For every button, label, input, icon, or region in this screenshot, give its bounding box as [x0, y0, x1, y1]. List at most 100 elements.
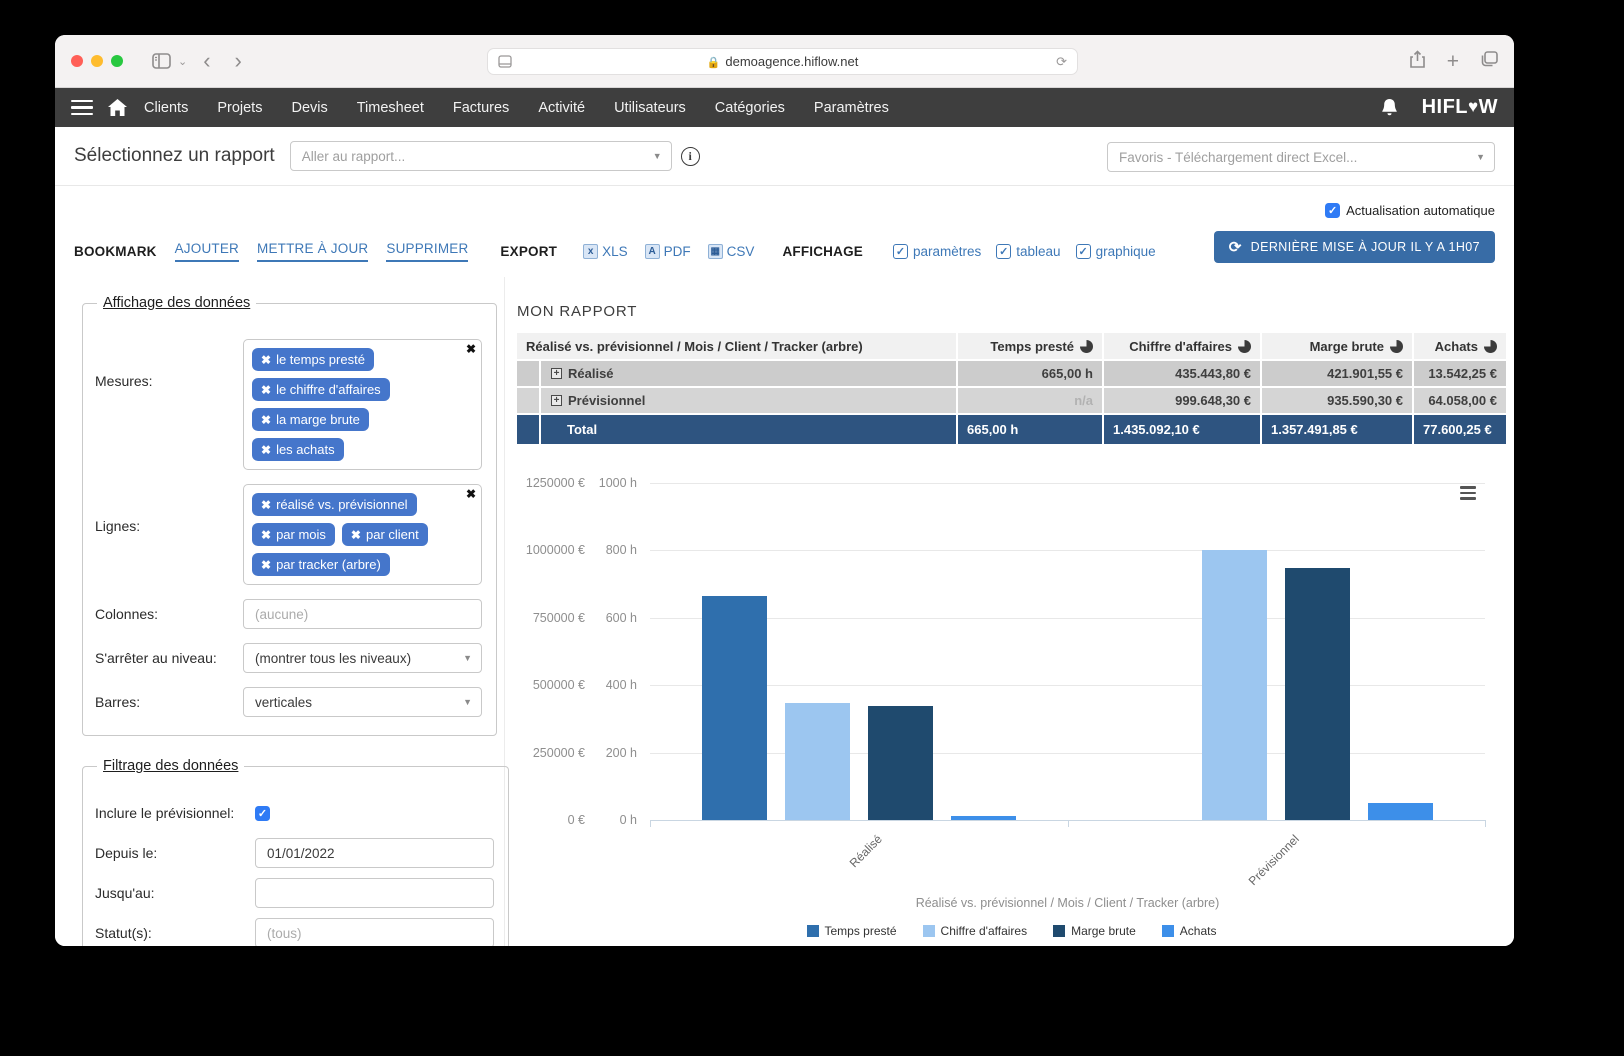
filter-input-depuisle[interactable] — [255, 838, 494, 868]
nav-item-utilisateurs[interactable]: Utilisateurs — [614, 99, 686, 116]
share-icon[interactable] — [1409, 50, 1425, 73]
remove-tag-icon[interactable]: ✖ — [261, 413, 272, 427]
table-column-header[interactable]: Chiffre d'affaires — [1102, 333, 1260, 361]
filter-settings-fieldset: Filtrage des données Inclure le prévisio… — [82, 758, 509, 946]
affichage-option-label: paramètres — [912, 243, 982, 259]
ligne-tag[interactable]: ✖ par tracker (arbre) — [252, 553, 390, 576]
report-select-placeholder: Aller au rapport... — [301, 148, 406, 164]
column-header-label: Chiffre d'affaires — [1129, 338, 1232, 354]
remove-tag-icon[interactable]: ✖ — [261, 383, 272, 397]
favorites-select[interactable]: Favoris - Téléchargement direct Excel...… — [1107, 142, 1495, 172]
clear-all-icon[interactable]: ✖ — [465, 487, 476, 501]
bookmark-action-ajouter[interactable]: AJOUTER — [174, 241, 239, 262]
forward-button[interactable]: › — [234, 48, 242, 73]
nav-item-factures[interactable]: Factures — [452, 99, 510, 116]
x-axis-tick — [650, 820, 651, 827]
tag-label: les achats — [276, 442, 335, 457]
nav-item-clients[interactable]: Clients — [144, 99, 189, 116]
report-select[interactable]: Aller au rapport... ▼ — [289, 141, 672, 171]
tableau-checkbox[interactable]: ✓ — [996, 243, 1012, 259]
legend-item-marge-brute[interactable]: Marge brute — [1053, 924, 1136, 938]
info-icon[interactable]: i — [680, 146, 700, 166]
address-bar[interactable]: 🔒 demoagence.hiflow.net ⟳ — [487, 48, 1078, 75]
remove-tag-icon[interactable]: ✖ — [261, 498, 272, 512]
sidebar-icon[interactable] — [152, 53, 171, 69]
table-column-header[interactable]: Marge brute — [1260, 333, 1412, 361]
mesures-multiselect[interactable]: ✖ ✖ le temps presté ✖ le chiffre d'affaires… — [243, 339, 482, 470]
display-settings-fieldset: Affichage des données Mesures: ✖ ✖ le tem… — [82, 295, 497, 736]
reader-icon[interactable] — [498, 55, 512, 68]
hours-axis-tick: 800 h — [605, 543, 637, 558]
paramètres-checkbox[interactable]: ✓ — [892, 243, 908, 259]
back-button[interactable]: ‹ — [203, 48, 211, 73]
bar-prvisionnel-achats[interactable] — [1368, 802, 1434, 820]
tag-label: par mois — [276, 527, 326, 542]
expand-icon[interactable]: + — [551, 368, 562, 379]
mesure-tag[interactable]: ✖ le temps presté — [252, 348, 374, 371]
close-window-button[interactable] — [71, 55, 83, 67]
reload-icon[interactable]: ⟳ — [1056, 53, 1067, 69]
bar-ralis-achats[interactable] — [950, 816, 1016, 820]
include-previsionnel-checkbox[interactable]: ✓ — [255, 805, 270, 821]
remove-tag-icon[interactable]: ✖ — [261, 558, 272, 572]
bar-prvisionnel-chiffre-d-affaires[interactable] — [1202, 550, 1268, 820]
expand-icon[interactable]: + — [551, 395, 562, 406]
mesure-tag[interactable]: ✖ le chiffre d'affaires — [252, 378, 390, 401]
bar-ralis-marge-brute[interactable] — [867, 706, 933, 820]
bar-ralis-chiffre-d-affaires[interactable] — [784, 702, 850, 820]
ligne-tag[interactable]: ✖ par mois — [252, 523, 335, 546]
filter-input-statuts[interactable] — [255, 918, 494, 946]
lignes-multiselect[interactable]: ✖ ✖ réalisé vs. prévisionnel ✖ par mois ✖ par… — [243, 484, 482, 585]
home-icon[interactable] — [107, 98, 128, 117]
filter-input-jusquau[interactable] — [255, 878, 494, 908]
niveau-select[interactable]: (montrer tous les niveaux) ▼ — [243, 643, 482, 673]
export-pdf-link[interactable]: A PDF — [644, 243, 691, 259]
new-tab-icon[interactable]: + — [1446, 49, 1459, 73]
nav-item-paramtres[interactable]: Paramètres — [813, 99, 889, 116]
auto-refresh-checkbox[interactable]: ✓ — [1325, 203, 1341, 218]
notifications-bell-icon[interactable] — [1381, 98, 1398, 117]
nav-item-projets[interactable]: Projets — [217, 99, 263, 116]
bar-prvisionnel-marge-brute[interactable] — [1285, 567, 1351, 820]
chart-gridline — [650, 550, 1485, 552]
zoom-window-button[interactable] — [111, 55, 123, 67]
bookmark-action-supprimer[interactable]: SUPPRIMER — [386, 241, 469, 262]
menu-icon[interactable] — [71, 99, 93, 116]
chart-gridline — [650, 752, 1485, 754]
tab-overview-icon[interactable] — [1481, 51, 1498, 72]
page-content: Sélectionnez un rapport Aller au rapport… — [55, 127, 1514, 946]
remove-tag-icon[interactable]: ✖ — [261, 528, 272, 542]
chart-menu-icon[interactable] — [1460, 486, 1476, 500]
ligne-tag[interactable]: ✖ réalisé vs. prévisionnel — [252, 493, 417, 516]
barres-select[interactable]: verticales ▼ — [243, 687, 482, 717]
remove-tag-icon[interactable]: ✖ — [350, 528, 361, 542]
export-xls-link[interactable]: x XLS — [583, 243, 628, 259]
remove-tag-icon[interactable]: ✖ — [261, 353, 272, 367]
clear-all-icon[interactable]: ✖ — [465, 342, 476, 356]
nav-item-activit[interactable]: Activité — [538, 99, 586, 116]
remove-tag-icon[interactable]: ✖ — [261, 443, 272, 457]
legend-item-temps-prest-[interactable]: Temps presté — [806, 924, 897, 938]
traffic-lights — [71, 55, 123, 67]
nav-item-timesheet[interactable]: Timesheet — [356, 99, 424, 116]
sidebar-chevron-icon[interactable]: ⌄ — [178, 55, 188, 68]
mesure-tag[interactable]: ✖ les achats — [252, 438, 344, 461]
bookmark-action-mettre---jour[interactable]: METTRE À JOUR — [257, 241, 369, 262]
colonnes-input[interactable] — [243, 599, 482, 629]
graphique-checkbox[interactable]: ✓ — [1075, 243, 1091, 259]
export-csv-link[interactable]: ▦ CSV — [707, 243, 754, 259]
legend-item-achats[interactable]: Achats — [1161, 924, 1216, 938]
nav-item-devis[interactable]: Devis — [291, 99, 328, 116]
url-domain[interactable]: demoagence.hiflow.net — [725, 54, 859, 69]
legend-item-chiffre-d-affaires[interactable]: Chiffre d'affaires — [922, 924, 1027, 938]
ligne-tag[interactable]: ✖ par client — [341, 523, 428, 546]
minimize-window-button[interactable] — [91, 55, 103, 67]
display-settings-legend: Affichage des données — [103, 295, 251, 311]
mesure-tag[interactable]: ✖ la marge brute — [252, 408, 369, 431]
table-column-header[interactable]: Temps presté — [956, 333, 1102, 361]
table-column-header[interactable]: Achats — [1412, 333, 1506, 361]
nav-item-catgories[interactable]: Catégories — [714, 99, 785, 116]
bar-ralis-temps-prest-[interactable] — [701, 595, 767, 820]
last-update-refresh-button[interactable]: ⟳ DERNIÈRE MISE À JOUR IL Y A 1H07 — [1213, 231, 1495, 263]
auto-refresh-row: ✓ Actualisation automatique — [1325, 203, 1495, 218]
